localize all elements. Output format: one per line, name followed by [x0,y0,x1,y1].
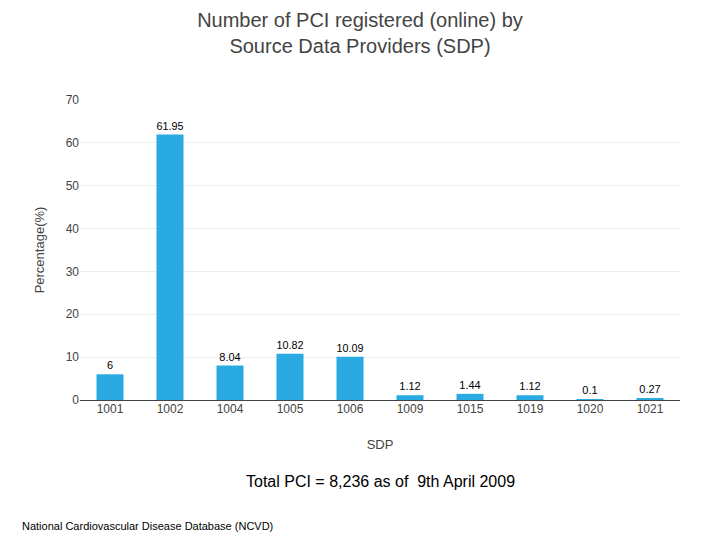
svg-text:Total PCI = 8,236 as of 9th A: Total PCI = 8,236 as of 9th April 2009 [246,473,515,490]
svg-text:61.95: 61.95 [157,120,184,132]
svg-text:Number of PCI registered (onli: Number of PCI registered (online) bySour… [197,9,523,57]
svg-text:0.1: 0.1 [582,384,597,396]
svg-text:70: 70 [66,93,80,107]
svg-text:10: 10 [66,350,80,364]
svg-text:1009: 1009 [397,402,424,416]
svg-text:1002: 1002 [157,402,184,416]
svg-text:60: 60 [66,136,80,150]
svg-text:20: 20 [66,307,80,321]
svg-text:50: 50 [66,179,80,193]
svg-text:1004: 1004 [217,402,244,416]
svg-text:1015: 1015 [457,402,484,416]
svg-text:1020: 1020 [577,402,604,416]
svg-text:40: 40 [66,222,80,236]
svg-text:1006: 1006 [337,402,364,416]
svg-text:1005: 1005 [277,402,304,416]
svg-text:1001: 1001 [97,402,124,416]
svg-text:1021: 1021 [637,402,664,416]
svg-text:1019: 1019 [517,402,544,416]
svg-text:8.04: 8.04 [219,351,240,363]
svg-text:1.12: 1.12 [399,380,420,392]
svg-text:Percentage(%): Percentage(%) [32,207,47,294]
svg-text:0.27: 0.27 [639,383,660,395]
svg-text:1.44: 1.44 [459,379,480,391]
svg-text:10.82: 10.82 [277,339,304,351]
svg-text:National Cardiovascular Diseas: National Cardiovascular Disease Database… [22,520,273,532]
svg-text:1.12: 1.12 [519,380,540,392]
svg-text:SDP: SDP [367,437,394,452]
svg-text:0: 0 [72,393,79,407]
svg-text:30: 30 [66,265,80,279]
svg-text:10.09: 10.09 [337,342,364,354]
svg-text:6: 6 [107,359,113,371]
